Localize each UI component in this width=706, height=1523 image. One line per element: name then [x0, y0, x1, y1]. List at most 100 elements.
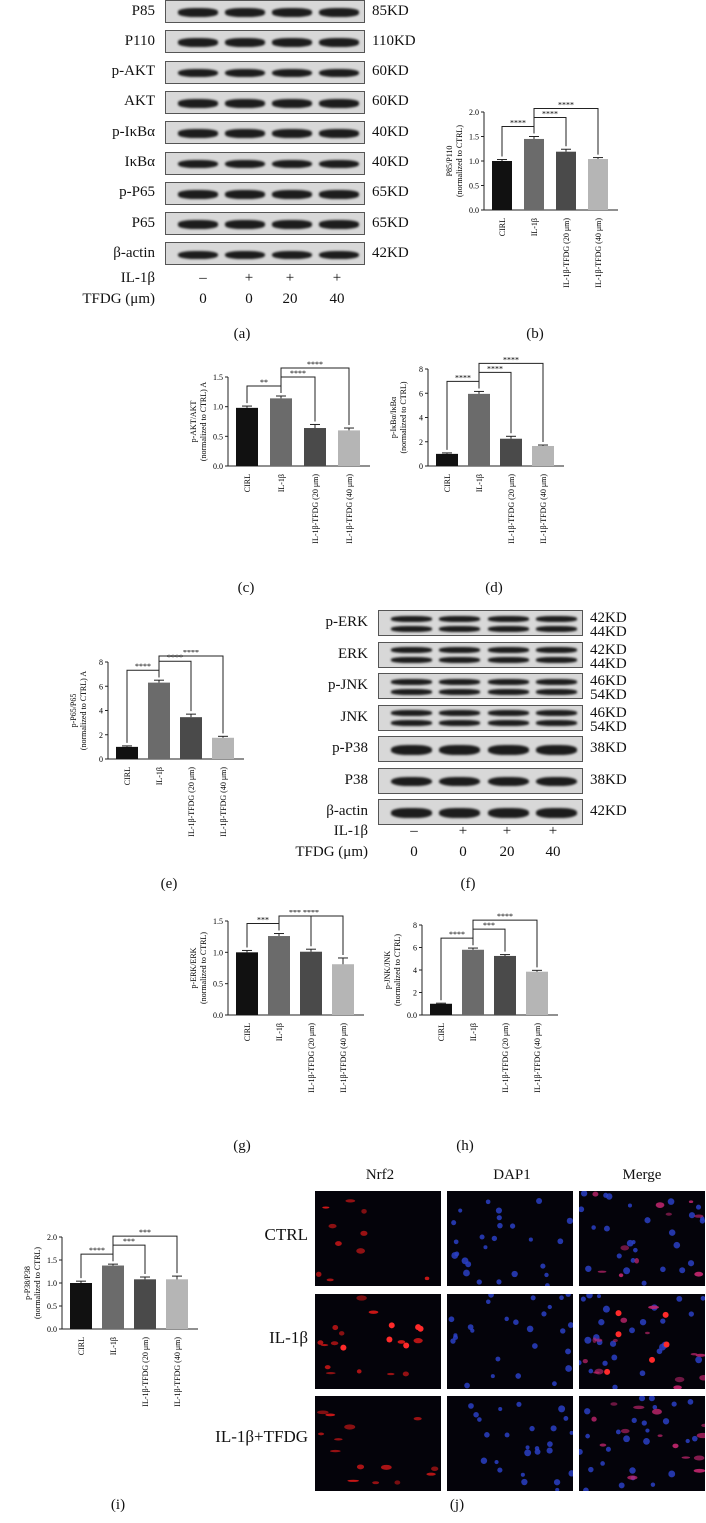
nrf2-signal — [599, 1443, 607, 1447]
nucleus-dot — [520, 1472, 525, 1477]
category-label: CIRL — [243, 474, 252, 492]
blot-band — [391, 745, 433, 755]
bar — [492, 161, 512, 210]
nucleus-dot — [513, 1319, 519, 1325]
blot-band — [439, 657, 481, 664]
y-axis-label: (normalized to CTRL) — [399, 381, 408, 453]
nucleus-dot — [580, 1296, 586, 1302]
nucleus-dot — [515, 1373, 522, 1379]
nucleus-dot — [488, 1294, 494, 1298]
nrf2-signal — [426, 1472, 436, 1476]
blot-band — [535, 808, 577, 818]
panel-label-c: (c) — [237, 580, 255, 596]
category-label: IL-1β-TFDG (40 μm) — [539, 474, 548, 544]
blot-band — [225, 38, 265, 48]
blot-row-label: p-JNK — [328, 677, 368, 693]
nrf2-signal — [633, 1405, 645, 1410]
significance-label: *** — [257, 916, 269, 925]
significance-label: **** — [503, 355, 519, 364]
blot-band — [535, 688, 577, 695]
group-value: 20 — [282, 291, 298, 307]
nucleus-dot — [598, 1319, 605, 1326]
blot-strip — [165, 121, 365, 145]
nucleus-dot — [461, 1257, 469, 1265]
blot-band — [319, 38, 359, 48]
nrf2-bright-nucleus — [615, 1331, 622, 1338]
blot-band — [487, 647, 529, 654]
nucleus-dot — [509, 1223, 516, 1229]
category-label: IL-1β — [155, 767, 164, 785]
blot-band — [272, 8, 312, 17]
nucleus-dot — [586, 1294, 593, 1299]
nrf2-signal — [361, 1208, 367, 1214]
nrf2-signal — [334, 1438, 343, 1441]
nrf2-signal — [645, 1331, 650, 1335]
y-tick-label: 4 — [99, 707, 103, 716]
nrf2-signal — [330, 1449, 341, 1453]
nrf2-signal — [345, 1199, 356, 1203]
blot-band — [487, 808, 529, 818]
nrf2-signal — [612, 1338, 618, 1343]
nrf2-signal — [657, 1434, 663, 1438]
blot-strip — [165, 242, 365, 266]
panel-label-d: (d) — [485, 580, 503, 596]
nucleus-dot — [504, 1432, 510, 1438]
nucleus-dot — [639, 1318, 647, 1326]
group-value: 0 — [245, 291, 253, 307]
category-label: IL-1β — [109, 1337, 118, 1355]
bar-chart-d: 0 2 4 6 8 p-IκBα/IκBα (normalized to CTRL) CIRL… — [389, 355, 564, 544]
blot-row-label: p-P38 — [332, 740, 368, 756]
blot-band — [319, 220, 359, 229]
nrf2-signal — [665, 1212, 672, 1216]
blot-band — [178, 159, 218, 169]
blot-row-label: JNK — [340, 708, 368, 725]
significance-bracket — [158, 655, 224, 734]
significance-label: **** — [135, 662, 151, 671]
nrf2-signal — [325, 1372, 336, 1375]
nucleus-dot — [484, 1432, 490, 1438]
bar — [588, 159, 608, 210]
nrf2-signal — [315, 1271, 322, 1277]
nrf2-signal — [695, 1353, 705, 1357]
nrf2-signal — [591, 1416, 597, 1422]
blot-row-label: β-actin — [113, 244, 155, 261]
nucleus-dot — [616, 1253, 622, 1259]
group-value: 0 — [199, 291, 207, 307]
blot-strip — [165, 90, 365, 114]
blot-band — [439, 647, 481, 654]
significance-label: **** — [455, 373, 471, 382]
nrf2-bright-nucleus — [649, 1356, 656, 1363]
y-axis-label: P85/P110 — [445, 146, 454, 177]
nucleus-dot — [448, 1316, 455, 1323]
nrf2-bright-nucleus — [388, 1322, 395, 1329]
group-value: 0 — [459, 844, 467, 860]
category-label: IL-1β — [469, 1023, 478, 1041]
nrf2-signal — [592, 1191, 599, 1197]
nrf2-signal — [593, 1371, 600, 1374]
panel-label-f: (f) — [460, 876, 476, 892]
blot-band — [487, 615, 529, 622]
blot-kd-label: 60KD — [372, 63, 409, 80]
nrf2-signal — [328, 1223, 337, 1229]
y-tick-label: 0.5 — [213, 432, 223, 441]
bar-chart-e: 0 2 4 6 8 p-P65/P65 (normalized to CTRL) A CIRL… — [69, 650, 244, 837]
blot-strip — [378, 799, 583, 825]
group-value: 20 — [499, 844, 515, 860]
blot-band — [272, 68, 312, 78]
significance-bracket — [280, 367, 350, 426]
nucleus-dot — [643, 1437, 650, 1445]
nucleus-dot — [633, 1247, 638, 1253]
nrf2-signal — [672, 1443, 679, 1449]
y-tick-label: 1.0 — [47, 1279, 57, 1288]
nrf2-signal — [634, 1258, 640, 1264]
blot-band — [439, 745, 481, 755]
nucleus-dot — [479, 1234, 485, 1240]
category-label: CIRL — [77, 1337, 86, 1355]
significance-bracket — [278, 915, 344, 955]
blot-band — [178, 38, 218, 48]
blot-row-label: p-P65 — [119, 184, 155, 201]
nrf2-signal — [338, 1331, 345, 1336]
nrf2-signal — [693, 1455, 705, 1461]
y-tick-label: 1.5 — [47, 1256, 57, 1265]
blot-band — [272, 220, 312, 229]
